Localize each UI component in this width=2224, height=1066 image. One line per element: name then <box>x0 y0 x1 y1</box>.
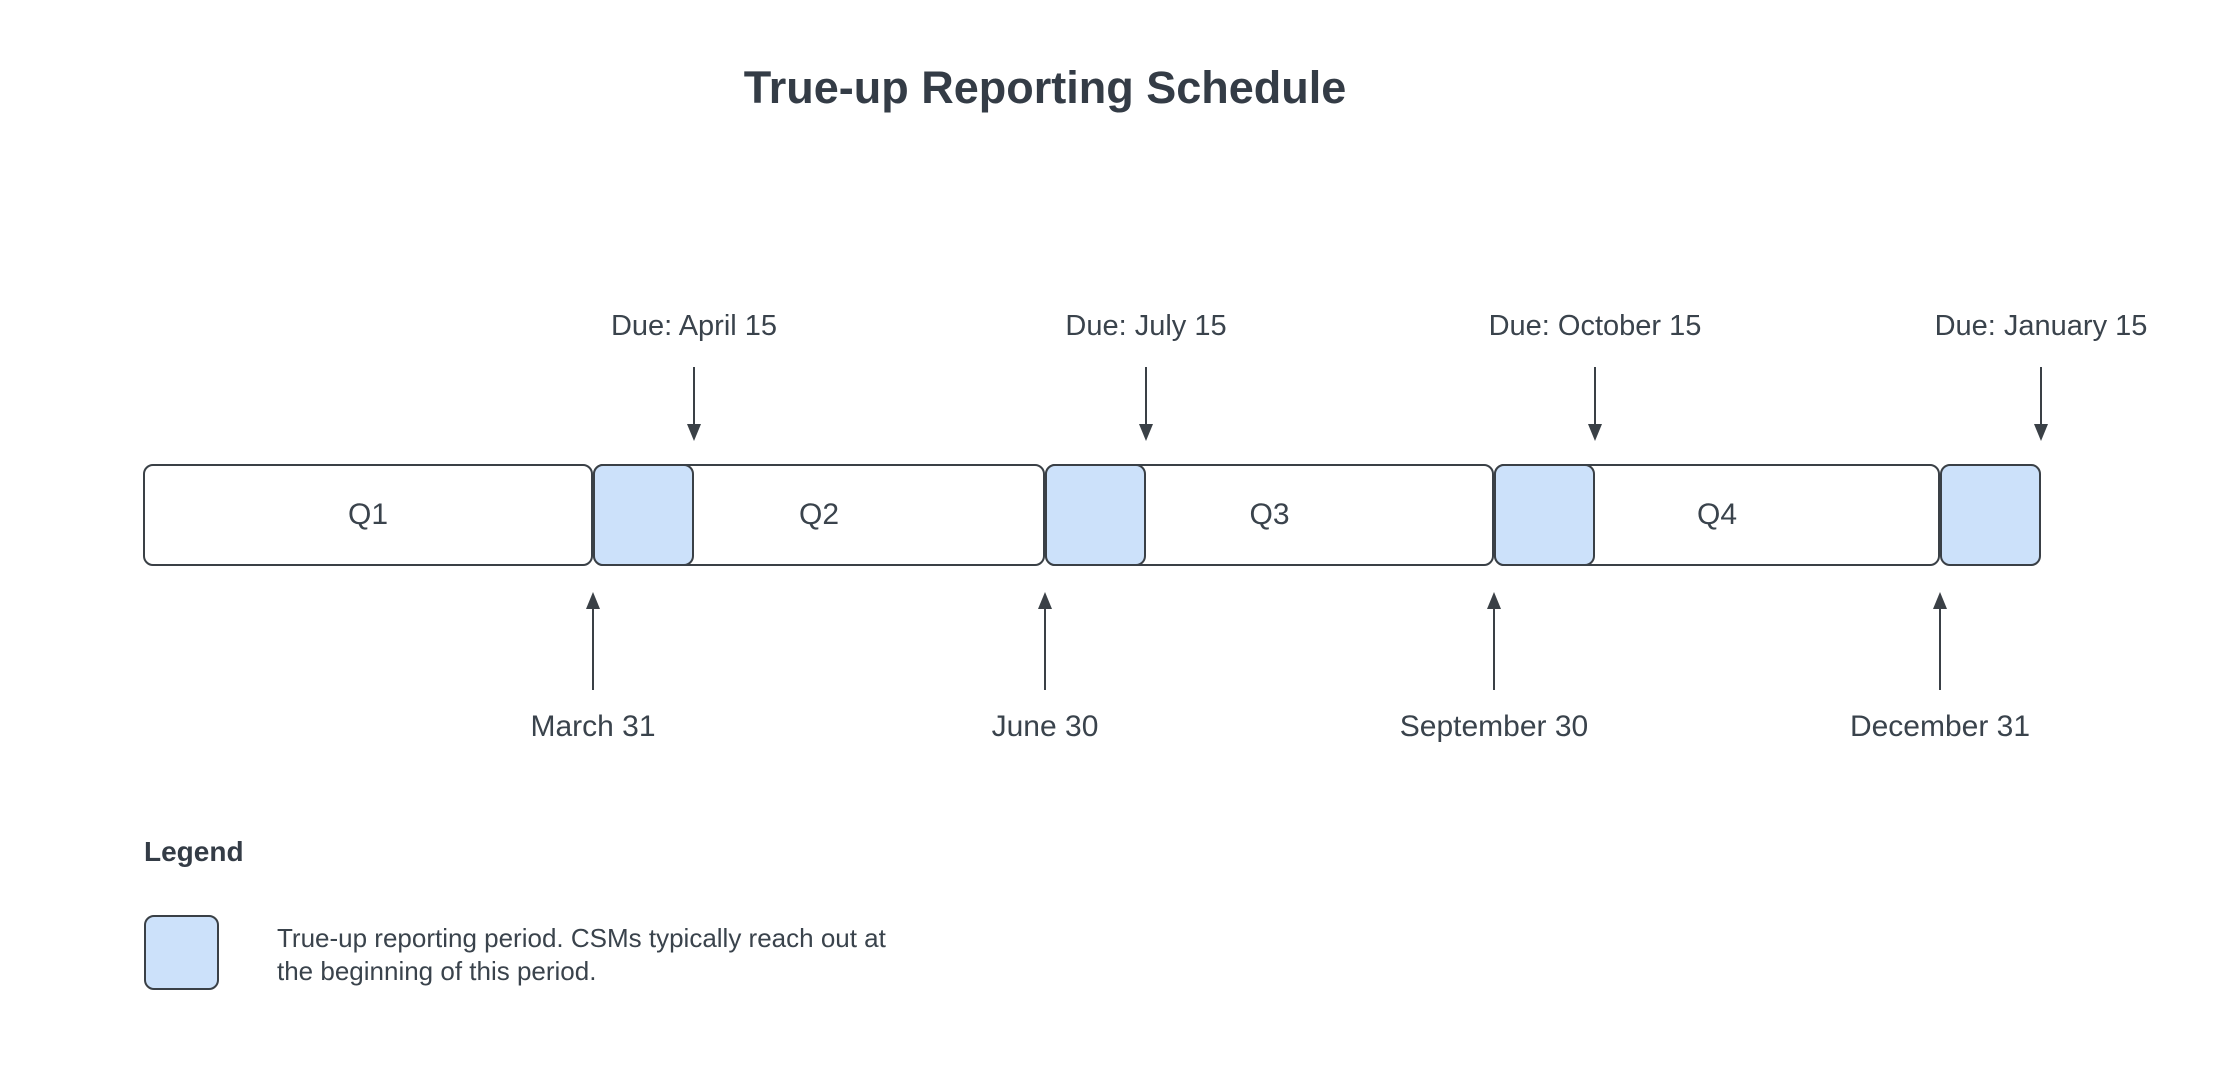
quarter-box-q1: Q1 <box>143 464 593 566</box>
legend-description: True-up reporting period. CSMs typically… <box>277 922 886 988</box>
legend-heading: Legend <box>144 836 244 867</box>
quarter-label: Q1 <box>347 498 389 531</box>
quarter-end-arrow-up-icon <box>1487 592 1501 690</box>
trueup-period-box-2 <box>1045 464 1146 566</box>
quarter-end-arrow-up-icon <box>1933 592 1947 690</box>
quarter-end-label-q3: September 30 <box>1399 710 1589 743</box>
legend-swatch <box>144 915 219 990</box>
arrow-head-icon <box>1933 592 1947 609</box>
arrow-head-icon <box>687 424 701 441</box>
trueup-period-box-1 <box>593 464 694 566</box>
quarter-label: Q3 <box>1249 498 1290 531</box>
arrow-line <box>1493 608 1495 690</box>
quarter-end-arrow-up-icon <box>586 592 600 690</box>
arrow-line <box>1044 608 1046 690</box>
trueup-period-box-3 <box>1494 464 1595 566</box>
trueup-period-box-4 <box>1940 464 2041 566</box>
due-date-label-q4: Due: January 15 <box>1934 310 2148 342</box>
arrow-line <box>1939 608 1941 690</box>
quarter-end-label-q4: December 31 <box>1849 710 2031 743</box>
quarter-label: Q4 <box>1696 498 1738 531</box>
arrow-head-icon <box>1588 424 1602 441</box>
arrow-line <box>1594 367 1596 425</box>
arrow-line <box>2040 367 2042 425</box>
quarter-label: Q2 <box>798 498 840 531</box>
due-date-label-q1: Due: April 15 <box>610 310 778 342</box>
due-arrow-down-icon <box>1588 367 1602 441</box>
quarter-end-arrow-up-icon <box>1038 592 1052 690</box>
arrow-head-icon <box>1139 424 1153 441</box>
legend-description-line2: the beginning of this period. <box>277 956 597 986</box>
due-date-label-q3: Due: October 15 <box>1488 310 1702 342</box>
diagram-title: True-up Reporting Schedule <box>743 62 1347 113</box>
due-arrow-down-icon <box>1139 367 1153 441</box>
arrow-head-icon <box>2034 424 2048 441</box>
arrow-head-icon <box>1487 592 1501 609</box>
arrow-head-icon <box>586 592 600 609</box>
arrow-line <box>693 367 695 425</box>
arrow-head-icon <box>1038 592 1052 609</box>
quarter-end-label-q1: March 31 <box>530 710 656 743</box>
legend-description-line1: True-up reporting period. CSMs typically… <box>277 923 886 953</box>
arrow-line <box>1145 367 1147 425</box>
due-date-label-q2: Due: July 15 <box>1065 310 1227 342</box>
arrow-line <box>592 608 594 690</box>
due-arrow-down-icon <box>2034 367 2048 441</box>
quarter-end-label-q2: June 30 <box>991 710 1099 743</box>
due-arrow-down-icon <box>687 367 701 441</box>
